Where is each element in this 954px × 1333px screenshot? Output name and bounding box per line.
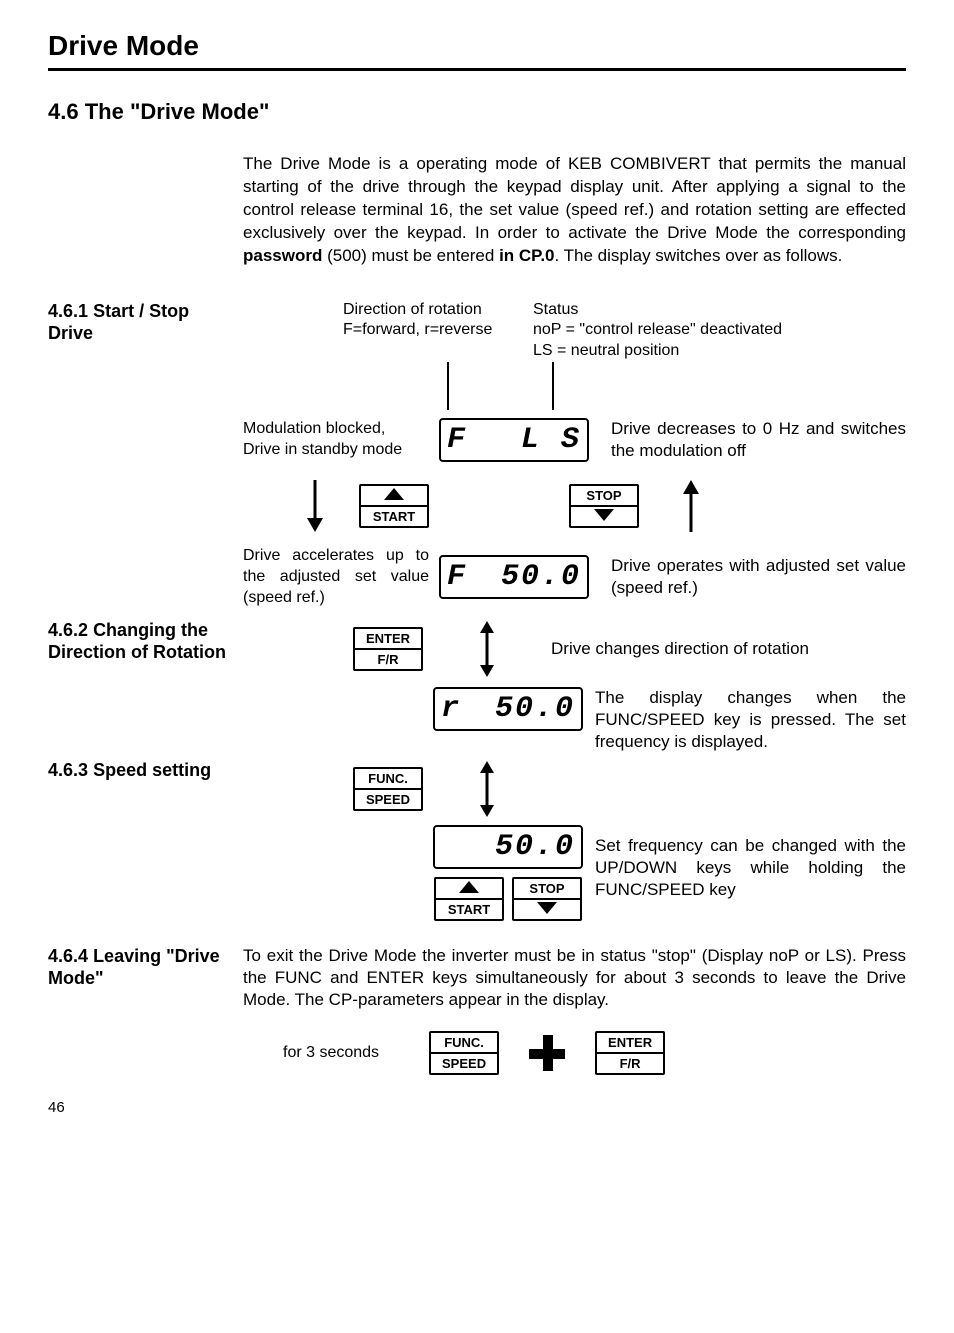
page-title: Drive Mode bbox=[48, 30, 906, 62]
arrow-updown-icon bbox=[473, 619, 501, 679]
lcd-r-500: r 50.0 bbox=[433, 687, 583, 731]
plus-icon bbox=[525, 1031, 569, 1075]
triangle-up-icon bbox=[459, 881, 479, 893]
intro-paragraph: The Drive Mode is a operating mode of KE… bbox=[243, 153, 906, 268]
exit-text: To exit the Drive Mode the inverter must… bbox=[243, 945, 906, 1011]
triangle-down-icon bbox=[594, 509, 614, 521]
start-button-2[interactable]: START bbox=[434, 877, 504, 921]
stop-button[interactable]: STOP bbox=[569, 484, 639, 528]
for-3-seconds-label: for 3 seconds bbox=[283, 1043, 379, 1064]
operates-label: Drive operates with adjusted set value (… bbox=[611, 555, 906, 599]
triangle-up-icon bbox=[384, 488, 404, 500]
arrow-up-icon bbox=[677, 476, 705, 536]
lcd-f-500: F 50.0 bbox=[439, 555, 589, 599]
modulation-blocked-label: Modulation blocked, Drive in standby mod… bbox=[243, 419, 429, 461]
arrow-updown-icon bbox=[473, 759, 501, 819]
start-button[interactable]: START bbox=[359, 484, 429, 528]
lcd-f-ls: F L S bbox=[439, 418, 589, 462]
status-label: Status noP = "control release" deactivat… bbox=[533, 300, 906, 362]
lcd-500: 50.0 bbox=[433, 825, 583, 869]
enter-fr-button-2[interactable]: ENTER F/R bbox=[595, 1031, 665, 1075]
page-header: Drive Mode bbox=[48, 30, 906, 71]
stop-button-2[interactable]: STOP bbox=[512, 877, 582, 921]
section-title: 4.6 The "Drive Mode" bbox=[48, 99, 906, 125]
display-changes-label: The display changes when the FUNC/SPEED … bbox=[595, 687, 906, 753]
changes-dir-label: Drive changes direction of rotation bbox=[551, 638, 906, 660]
dir-of-rotation-label: Direction of rotation F=forward, r=rever… bbox=[343, 300, 533, 362]
decreases-label: Drive decreases to 0 Hz and switches the… bbox=[611, 418, 906, 462]
accelerates-label: Drive accelerates up to the adjusted set… bbox=[243, 546, 429, 608]
subhead-461: 4.6.1 Start / Stop Drive bbox=[48, 300, 189, 345]
arrow-down-icon bbox=[301, 476, 329, 536]
subhead-463: 4.6.3 Speed setting bbox=[48, 759, 211, 782]
set-freq-label: Set frequency can be changed with the UP… bbox=[595, 835, 906, 901]
enter-fr-button[interactable]: ENTER F/R bbox=[353, 627, 423, 671]
connector-lines-top bbox=[243, 362, 903, 418]
page-number: 46 bbox=[48, 1099, 906, 1116]
triangle-down-icon bbox=[537, 902, 557, 914]
subhead-464: 4.6.4 Leaving "Drive Mode" bbox=[48, 945, 235, 990]
subhead-462: 4.6.2 Changing the Direction of Rotation bbox=[48, 619, 235, 664]
func-speed-button[interactable]: FUNC. SPEED bbox=[353, 767, 423, 811]
func-speed-button-2[interactable]: FUNC. SPEED bbox=[429, 1031, 499, 1075]
